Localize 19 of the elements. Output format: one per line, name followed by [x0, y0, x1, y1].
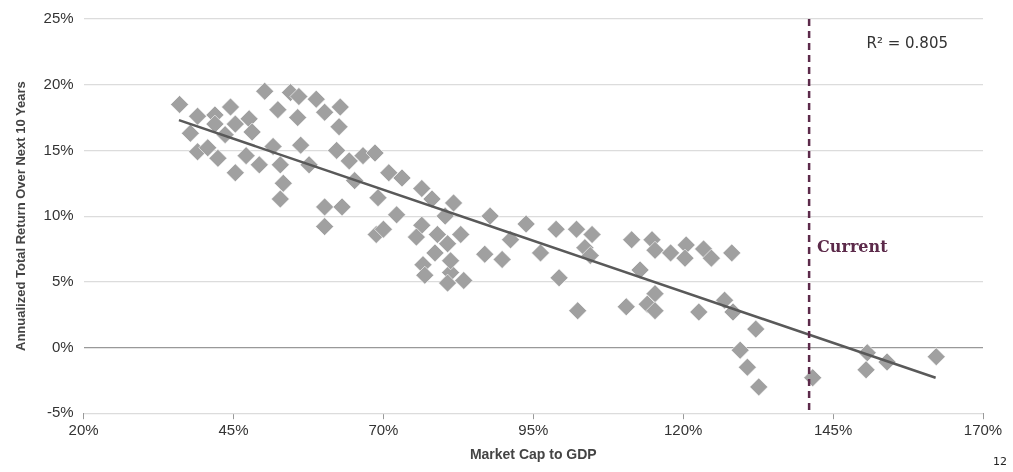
ref-line-label: Current — [817, 236, 889, 256]
x-tick-label: 45% — [218, 421, 249, 439]
x-tick-label: 95% — [518, 421, 549, 439]
x-tick-label: 20% — [68, 421, 99, 439]
y-tick-label: 10% — [43, 206, 74, 224]
x-tick-label: 70% — [368, 421, 399, 439]
y-tick-label: 15% — [43, 140, 74, 158]
y-tick-label: -5% — [46, 403, 74, 421]
y-tick-label: 20% — [43, 74, 74, 92]
y-tick-label: 25% — [43, 9, 74, 27]
x-axis-title: Market Cap to GDP — [469, 446, 597, 463]
x-tick-label: 120% — [664, 421, 703, 439]
x-tick-label: 170% — [963, 421, 1003, 439]
text: 12 — [993, 455, 1007, 468]
x-tick-label: 145% — [813, 421, 853, 439]
y-tick-label: 0% — [51, 337, 74, 355]
annotation: R² = 0.805 — [866, 33, 948, 52]
y-axis-title: Annualized Total Return Over Next 10 Years — [13, 81, 29, 351]
y-tick-label: 5% — [51, 271, 74, 289]
